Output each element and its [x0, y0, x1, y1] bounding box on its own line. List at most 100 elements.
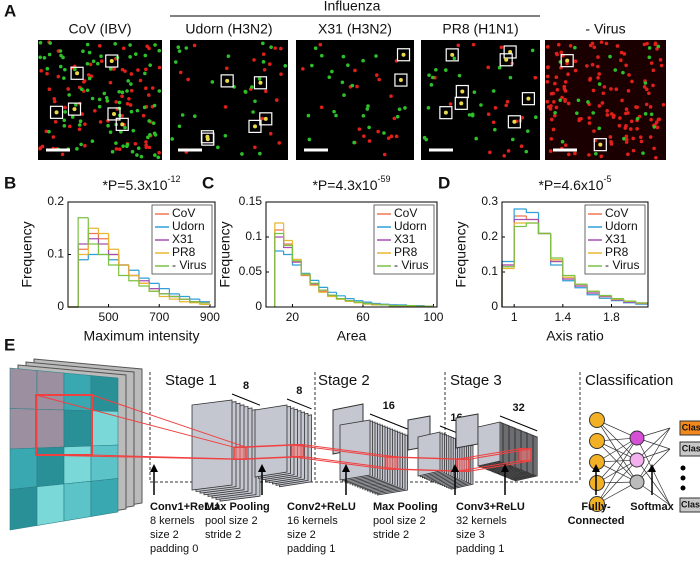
particle [587, 116, 592, 120]
class-label: Class N [681, 499, 700, 509]
input-cell [63, 445, 92, 485]
particle [306, 113, 311, 118]
particle [129, 82, 133, 86]
histogram-step [77, 259, 89, 307]
particle [47, 129, 51, 134]
panel-label: B [4, 173, 16, 192]
colocalized [508, 49, 513, 54]
step-caption: padding 0 [150, 543, 198, 555]
particle [624, 111, 628, 116]
input-neuron [589, 496, 605, 512]
histogram-step [128, 275, 139, 282]
particle [652, 125, 657, 129]
step-caption: pool size 2 [205, 515, 258, 527]
particle [279, 46, 283, 51]
particle [590, 62, 595, 67]
depth-arrow [286, 398, 312, 410]
particle [253, 145, 257, 150]
histogram-step [550, 233, 563, 261]
colocalized [565, 58, 570, 63]
sheet [455, 413, 479, 449]
particle [556, 42, 561, 47]
y-axis-label: Frequency [19, 221, 35, 287]
input-cell [63, 480, 92, 522]
particle [78, 119, 83, 124]
particle [142, 105, 147, 110]
class-box [679, 441, 700, 457]
step-caption: size 2 [287, 529, 316, 541]
particle [592, 45, 597, 49]
histogram-step [107, 254, 119, 261]
particle [147, 119, 152, 123]
step-caption: size 3 [456, 529, 485, 541]
step-caption: Connected [568, 515, 625, 527]
particle [243, 89, 248, 94]
particle [608, 54, 612, 59]
particle [367, 139, 372, 143]
particle [250, 85, 254, 89]
colocalized [504, 57, 509, 62]
y-tick-label: 0.1 [481, 264, 498, 278]
highlight-box [394, 73, 408, 87]
highlight-box [259, 112, 273, 126]
particle [471, 42, 476, 47]
arrow-head [451, 464, 459, 472]
particle [656, 44, 661, 49]
particle [319, 53, 324, 58]
colocalized [443, 110, 448, 115]
particle [641, 151, 645, 155]
particle [488, 150, 492, 155]
histogram-step [87, 238, 99, 244]
arrow-head [501, 464, 509, 472]
y-tick-label: 0 [255, 299, 262, 313]
chart-title: *P=4.3x10-59 [312, 174, 390, 192]
step-caption: 8 kernels [150, 515, 195, 527]
particle [283, 64, 288, 68]
panel-label: A [4, 1, 16, 20]
histogram-step [189, 296, 200, 300]
particle [443, 68, 448, 72]
legend-label: Udorn [605, 219, 638, 233]
particle [52, 96, 57, 101]
histogram-step [388, 304, 399, 306]
histogram-step [586, 284, 600, 292]
connector [233, 456, 292, 460]
particle [148, 63, 152, 67]
particle [596, 75, 600, 80]
particle [491, 120, 496, 125]
particle [47, 52, 52, 57]
particle [654, 155, 658, 160]
particle [566, 101, 571, 106]
histogram-step [274, 232, 284, 307]
particle [474, 136, 478, 141]
histogram-step [168, 296, 180, 300]
title-text: *P=5.3x10 [102, 177, 167, 193]
particle [96, 61, 100, 66]
connector [35, 454, 235, 460]
histogram-step [97, 238, 109, 245]
histogram-step [274, 229, 284, 307]
particle [605, 109, 609, 113]
particle [362, 134, 366, 138]
particle [376, 129, 380, 134]
particle [334, 113, 338, 118]
particle [257, 77, 262, 81]
particle [635, 105, 639, 110]
legend-label: Udorn [172, 219, 205, 233]
legend-label: - Virus [605, 258, 639, 272]
histogram-step [118, 254, 129, 266]
histogram-step [327, 290, 337, 296]
histogram-step [309, 274, 319, 284]
histogram-step [77, 217, 89, 307]
particle [647, 55, 652, 60]
particle [395, 114, 400, 119]
particle [553, 110, 557, 115]
particle [120, 90, 125, 95]
particle [658, 57, 663, 62]
particle [601, 91, 606, 96]
particle [120, 67, 125, 72]
histogram-step [158, 288, 170, 295]
stage-label: Stage 3 [450, 372, 502, 389]
input-cell [63, 372, 92, 412]
histogram-step [362, 302, 372, 305]
